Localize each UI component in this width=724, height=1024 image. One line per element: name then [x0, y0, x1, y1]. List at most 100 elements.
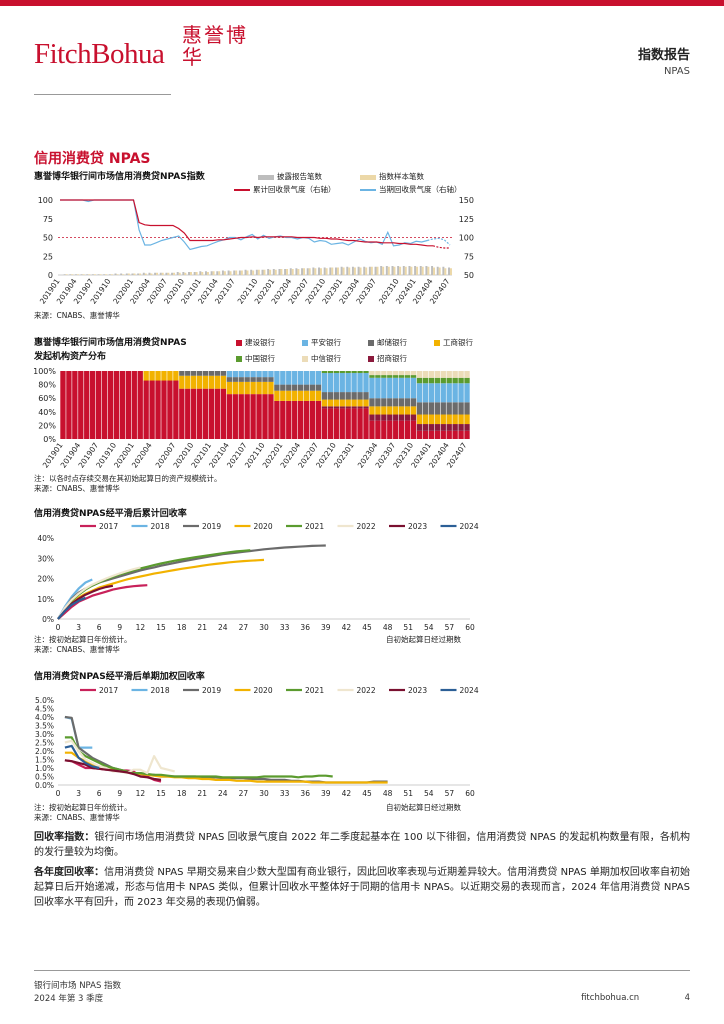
- bar-segment-psbc: [191, 371, 197, 376]
- bar-segment-ccb: [351, 408, 357, 439]
- bar-segment-ccb: [149, 380, 155, 439]
- bar-index-samples: [144, 273, 147, 275]
- bar-index-samples: [325, 268, 328, 275]
- bar-index-samples: [427, 266, 430, 275]
- bar-disclosed-reports: [244, 269, 247, 275]
- bar-segment-citic: [434, 371, 440, 378]
- bar-segment-psbc: [434, 402, 440, 415]
- bar-disclosed-reports: [165, 272, 168, 275]
- bar-disclosed-reports: [374, 266, 377, 275]
- legend-item: 中信银行: [302, 353, 341, 364]
- bar-segment-psbc: [208, 371, 215, 376]
- right-axis-tick: 100: [459, 234, 474, 243]
- bar-segment-icbc: [226, 381, 233, 395]
- bar-index-samples: [370, 266, 373, 275]
- bar-index-samples: [212, 271, 215, 275]
- bar-segment-cmb: [458, 424, 464, 431]
- bar-segment-ccb: [226, 394, 233, 439]
- paragraph-text: 信用消费贷 NPAS 早期交易来自少数大型国有商业银行，因此回收率表现与近期差异…: [34, 867, 690, 908]
- bar-index-samples: [190, 272, 192, 275]
- bar-segment-psbc: [274, 384, 280, 391]
- x-axis-tick: 9: [117, 789, 122, 798]
- chart1-source: 来源：CNABS、惠誉博华: [34, 311, 120, 320]
- bar-segment-citic: [416, 371, 423, 378]
- bar-disclosed-reports: [137, 273, 140, 275]
- bar-segment-icbc: [434, 414, 440, 425]
- bar-segment-pingan: [351, 373, 357, 393]
- bar-index-samples: [93, 274, 96, 275]
- legend-item: 邮储银行: [368, 337, 407, 348]
- bar-segment-pingan: [339, 373, 345, 393]
- bar-disclosed-reports: [204, 271, 207, 275]
- bar-segment-psbc: [185, 371, 191, 376]
- bar-index-samples: [286, 269, 289, 275]
- bar-segment-icbc: [321, 399, 328, 407]
- bar-index-samples: [269, 269, 272, 275]
- right-axis-tick: 75: [464, 252, 474, 261]
- bar-segment-ccb: [78, 371, 84, 439]
- bar-segment-cmb: [327, 406, 334, 409]
- bar-segment-ccb: [416, 430, 423, 439]
- bar-segment-citic: [404, 371, 411, 376]
- bar-segment-icbc: [458, 414, 464, 425]
- bar-disclosed-reports: [448, 267, 450, 275]
- x-axis-tick: 0: [56, 789, 61, 798]
- bar-segment-pingan: [226, 371, 233, 378]
- bar-segment-psbc: [262, 377, 268, 382]
- bar-segment-pingan: [357, 373, 363, 393]
- bar-disclosed-reports: [284, 269, 287, 275]
- bar-segment-icbc: [333, 399, 339, 407]
- footer-site-link[interactable]: fitchbohua.cn: [581, 993, 640, 1003]
- bar-index-samples: [252, 270, 255, 275]
- bar-segment-psbc: [387, 398, 393, 407]
- bar-index-samples: [421, 266, 424, 275]
- bar-segment-psbc: [202, 371, 209, 376]
- bar-segment-pingan: [232, 371, 238, 378]
- cumulative-recovery-chart: 2017 2018 2019 2020 2021 2022 2023 202440%30%20…: [37, 522, 478, 632]
- bar-segment-ccb: [256, 394, 262, 439]
- bar-index-samples: [88, 274, 91, 275]
- chart3-x-unit: 自初始起算日经过期数: [386, 635, 461, 644]
- legend-label: 2024: [460, 686, 479, 695]
- y-axis-tick: 20%: [38, 421, 56, 430]
- footer-period: 2024 年第 3 季度: [34, 994, 104, 1004]
- bar-segment-pingan: [292, 371, 298, 385]
- bar-segment-pingan: [387, 377, 393, 399]
- bar-segment-ccb: [161, 380, 167, 439]
- bar-segment-boc: [434, 377, 440, 384]
- series-line-2021: [64, 736, 333, 779]
- bar-segment-ccb: [60, 371, 66, 439]
- bar-segment-psbc: [321, 392, 328, 400]
- y-axis-tick: 4.5%: [35, 705, 54, 714]
- bar-segment-ccb: [274, 400, 280, 439]
- bar-segment-psbc: [303, 384, 310, 391]
- bar-index-samples: [382, 266, 385, 275]
- bar-disclosed-reports: [272, 269, 275, 275]
- chart4-title: 信用消费贷NPAS经平滑后单期加权回收率: [34, 672, 205, 682]
- bar-segment-icbc: [452, 414, 458, 425]
- bar-segment-ccb: [381, 420, 387, 439]
- x-axis-tick: 30: [259, 789, 269, 798]
- bar-index-samples: [416, 266, 419, 275]
- bar-index-samples: [433, 267, 436, 275]
- bar-disclosed-reports: [267, 269, 270, 275]
- bar-index-samples: [206, 272, 209, 275]
- bar-segment-pingan: [303, 371, 310, 385]
- bar-segment-ccb: [369, 420, 375, 439]
- bar-segment-icbc: [339, 399, 345, 407]
- legend-item: 招商银行: [368, 353, 407, 364]
- bar-segment-psbc: [345, 392, 351, 400]
- legend-label: 2019: [202, 522, 221, 531]
- x-axis-tick: 3: [76, 789, 81, 798]
- y-axis-tick: 0.0%: [35, 781, 54, 790]
- x-axis-tick: 51: [403, 789, 413, 798]
- bar-segment-ccb: [363, 408, 369, 439]
- bar-index-samples: [410, 266, 413, 275]
- bar-disclosed-reports: [351, 266, 354, 275]
- bar-segment-ccb: [250, 394, 256, 439]
- bar-index-samples: [303, 268, 306, 275]
- bar-segment-cmb: [387, 414, 393, 421]
- bar-disclosed-reports: [402, 266, 405, 275]
- bar-disclosed-reports: [295, 268, 298, 275]
- x-axis-tick: 60: [465, 789, 475, 798]
